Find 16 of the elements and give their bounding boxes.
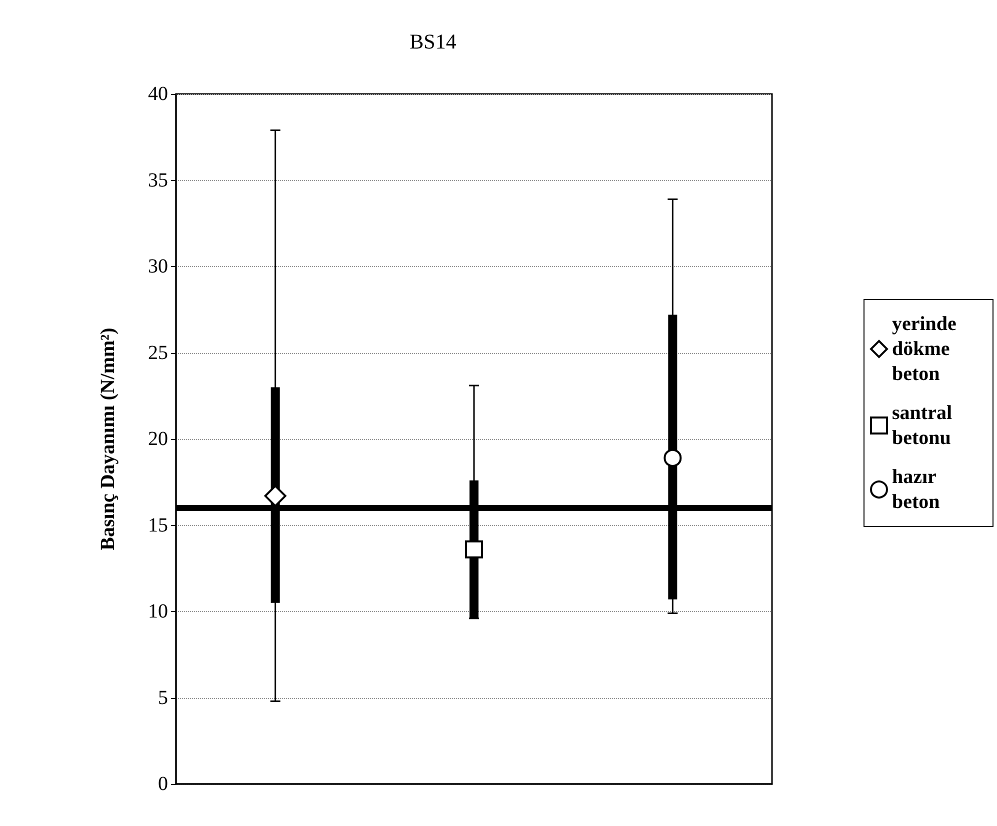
y-tick-label: 40 (148, 83, 168, 105)
y-tick-label: 15 (148, 514, 168, 536)
y-tick-label: 35 (148, 169, 168, 192)
y-axis-title: Basınç Dayanımı (N/mm²) (97, 328, 119, 550)
y-tick-label: 0 (158, 773, 168, 795)
y-tick-label: 25 (148, 342, 168, 364)
y-tick-label: 30 (148, 256, 168, 278)
legend-label: yerinde dökme beton (892, 313, 962, 385)
point (465, 540, 483, 558)
y-tick-label: 5 (158, 686, 168, 709)
y-tick-label: 10 (148, 600, 168, 622)
point (664, 448, 682, 467)
y-tick-label: 20 (148, 428, 168, 450)
legend-label: santral betonu (892, 402, 957, 449)
legend-label: hazır beton (892, 466, 942, 513)
chart-title: BS14 (410, 30, 457, 54)
